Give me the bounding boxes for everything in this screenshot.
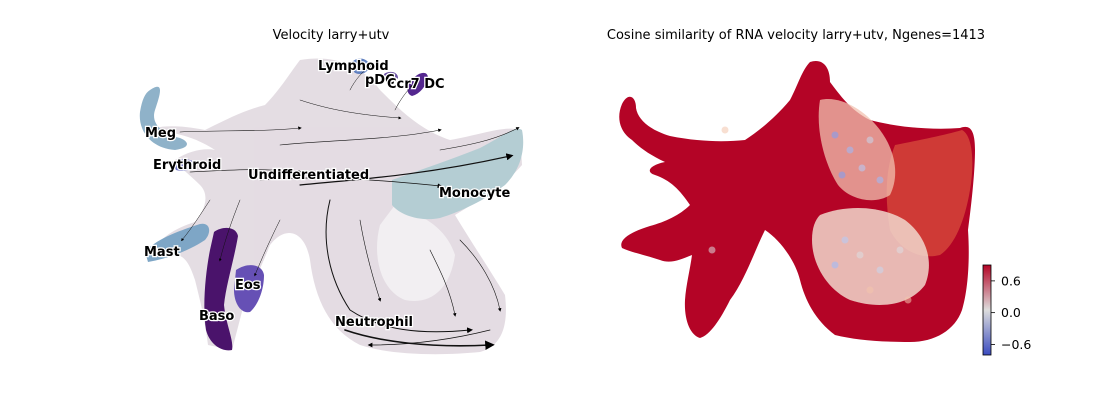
streamline <box>279 128 442 146</box>
point <box>838 171 846 179</box>
point <box>858 164 866 172</box>
point <box>876 266 884 274</box>
cluster-label-neutrophil: Neutrophil <box>335 315 413 330</box>
similarity-scatter-points <box>708 126 912 304</box>
streamline <box>394 84 414 111</box>
cluster-erythroid <box>172 159 196 171</box>
streamline <box>299 153 514 186</box>
cluster-baso <box>204 227 238 351</box>
cluster-label-ccr7-dc: Ccr7 DC <box>387 77 445 92</box>
point <box>904 296 912 304</box>
cluster-lymphoid <box>352 58 370 74</box>
colorbar-ticks: 0.6 0.0 −0.6 <box>991 273 1031 352</box>
colorbar-gradient <box>982 264 992 356</box>
colorbar-tick-label: 0.6 <box>1001 273 1021 288</box>
point <box>846 146 854 154</box>
cluster-label-erythroid: Erythroid <box>153 158 221 173</box>
streamline <box>439 127 520 151</box>
point <box>876 176 884 184</box>
cluster-label-monocyte: Monocyte <box>439 186 510 201</box>
streamline <box>367 329 491 348</box>
colorbar-tick-label: −0.6 <box>1001 337 1031 352</box>
streamline <box>254 219 281 277</box>
streamline <box>218 199 241 262</box>
streamline <box>459 239 502 312</box>
cluster-label-pdc: pDC <box>365 73 395 88</box>
cosine-panel-title: Cosine similarity of RNA velocity larry+… <box>607 28 985 43</box>
velocity-panel: Velocity larry+utv <box>139 28 524 355</box>
velocity-streamlines <box>179 65 520 351</box>
point <box>866 136 874 144</box>
cluster-pdc <box>384 71 398 82</box>
point <box>896 246 904 254</box>
streamline <box>359 219 382 302</box>
cluster-label-mast: Mast <box>144 245 180 260</box>
cosine-similarity-panel: Cosine similarity of RNA velocity larry+… <box>607 28 1031 356</box>
point <box>856 251 864 259</box>
cluster-ccr7-dc <box>407 72 428 96</box>
cluster-label-undifferentiated: Undifferentiated <box>248 168 369 183</box>
colorbar: 0.6 0.0 −0.6 <box>982 264 1031 356</box>
point <box>721 126 729 134</box>
streamline <box>299 99 402 120</box>
streamline <box>259 177 443 189</box>
streamline <box>179 126 302 133</box>
inner-void-top <box>377 205 455 301</box>
streamline <box>189 169 302 174</box>
point <box>866 286 874 294</box>
cluster-label-eos: Eos <box>235 278 261 293</box>
point <box>831 261 839 269</box>
cluster-label-lymphoid: Lymphoid <box>318 59 389 74</box>
streamline <box>181 199 211 242</box>
point <box>708 246 716 254</box>
streamline <box>325 199 473 334</box>
point <box>841 236 849 244</box>
similarity-void-lower <box>812 208 929 305</box>
cluster-mast <box>145 223 210 262</box>
similarity-void-upper <box>818 99 896 201</box>
cluster-monocyte <box>392 128 524 220</box>
colorbar-tick-label: 0.0 <box>1001 305 1021 320</box>
cluster-label-meg: Meg <box>145 126 176 141</box>
streamline <box>349 65 372 91</box>
velocity-panel-title: Velocity larry+utv <box>273 28 390 43</box>
point <box>831 131 839 139</box>
cluster-meg <box>139 86 187 150</box>
cluster-label-baso: Baso <box>199 309 234 324</box>
streamline <box>429 249 457 317</box>
cluster-eos <box>234 265 264 313</box>
